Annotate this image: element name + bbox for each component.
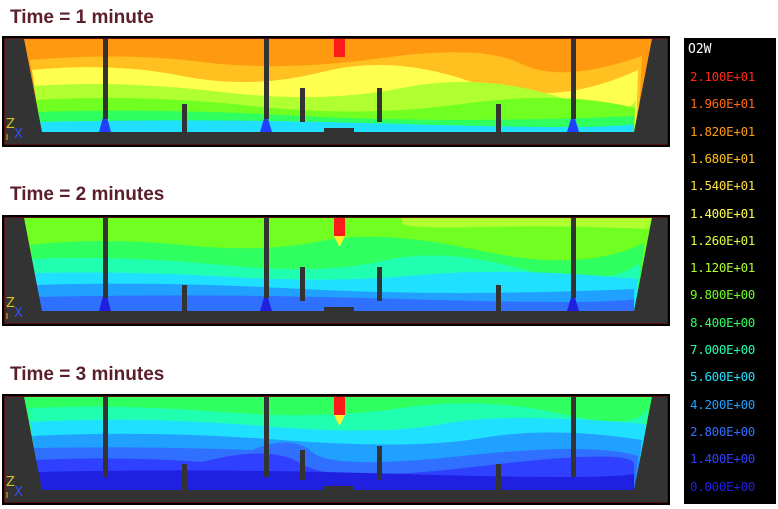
legend-entry: 0.000E+00: [690, 478, 756, 494]
legend-entry: 2.100E+01: [690, 69, 756, 84]
contour-panel-2: Z X: [2, 215, 670, 326]
panel-title-1: Time = 1 minute: [10, 7, 154, 28]
inlet-marker-1: [334, 39, 345, 57]
legend-title: O2W: [688, 42, 712, 57]
panel-title-2: Time = 2 minutes: [10, 184, 165, 205]
legend-entry: 1.260E+01: [690, 232, 756, 248]
svg-text:Z: Z: [6, 117, 15, 132]
panel-title-3: Time = 3 minutes: [10, 364, 165, 385]
axis-triad-2: Z X: [6, 296, 23, 321]
svg-text:Z: Z: [6, 475, 15, 490]
tank-structures-2: [5, 218, 667, 323]
inlet-marker-2: [334, 218, 345, 247]
legend-entry: 1.400E+00: [690, 451, 756, 467]
legend-entry: 1.120E+01: [690, 260, 756, 276]
svg-text:X: X: [14, 485, 23, 500]
legend-entry: 7.000E+00: [690, 342, 756, 357]
svg-text:X: X: [14, 127, 23, 142]
legend-entry: 1.400E+01: [690, 205, 756, 221]
tank-structures-3: [5, 397, 667, 502]
svg-text:Z: Z: [6, 296, 15, 311]
legend-entry: 1.540E+01: [690, 178, 756, 194]
legend-entry: 1.820E+01: [690, 123, 756, 139]
axis-triad-3: Z X: [6, 475, 23, 500]
legend-entry: 1.960E+01: [690, 96, 756, 112]
legend-entry: 5.600E+00: [690, 369, 756, 385]
axis-triad-1: Z X: [6, 117, 23, 142]
legend-entry: 4.200E+00: [690, 396, 756, 412]
legend-entry: 2.800E+00: [690, 423, 756, 439]
legend-entry: 1.680E+01: [690, 150, 756, 166]
legend-entry: 9.800E+00: [690, 287, 756, 303]
inlet-marker-3: [334, 397, 345, 426]
color-legend: O2W 2.100E+01 1.960E+01 1.820E+01 1.680E+01…: [684, 38, 776, 504]
contour-panel-1: Z X: [2, 36, 670, 147]
legend-entry: 8.400E+00: [690, 314, 756, 330]
svg-text:X: X: [14, 306, 23, 321]
contour-panel-3: Z X: [2, 394, 670, 505]
tank-structures-1: [5, 39, 667, 144]
